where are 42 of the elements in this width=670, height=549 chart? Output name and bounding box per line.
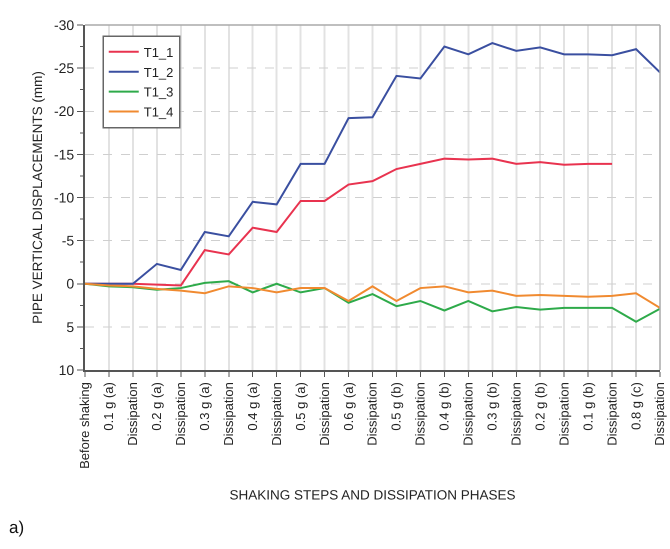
x-tick-label: Dissipation	[412, 382, 428, 446]
x-tick-label: 0.8 g (c)	[628, 382, 644, 430]
x-tick-label: 0.5 g (b)	[388, 382, 404, 431]
x-tick-label: Before shaking	[77, 382, 92, 469]
x-tick-label: Dissipation	[220, 382, 236, 446]
legend-label: T1_1	[144, 44, 174, 60]
x-tick-label: 0.3 g (b)	[484, 382, 500, 431]
legend-label: T1_3	[144, 84, 174, 100]
x-tick-label: Dissipation	[268, 382, 284, 446]
x-tick-label: Dissipation	[125, 382, 140, 446]
y-tick-label: 0	[66, 276, 74, 292]
x-tick-label: 0.1 g (b)	[580, 382, 596, 431]
x-tick-label: Dissipation	[556, 382, 572, 446]
text: a)	[9, 518, 24, 537]
y-tick-label: 10	[58, 362, 74, 378]
x-tick-label: 0.4 g (b)	[436, 382, 452, 431]
y-tick-label: -10	[54, 189, 74, 206]
x-tick-label: 0.6 g (a)	[340, 382, 356, 431]
x-tick-label: Dissipation	[652, 382, 668, 446]
x-tick-label: 0.4 g (a)	[244, 382, 260, 431]
x-tick-label: Dissipation	[460, 382, 476, 446]
x-tick-label: 0.3 g (a)	[197, 382, 212, 431]
x-axis-title: SHAKING STEPS AND DISSIPATION PHASES	[229, 487, 516, 502]
y-tick-label: 5	[66, 318, 74, 335]
x-tick-label: Dissipation	[604, 382, 620, 446]
x-tick-label: 0.2 g (a)	[149, 382, 164, 431]
y-tick-label: -15	[54, 146, 74, 162]
y-tick-label: -20	[54, 103, 74, 120]
x-tick-label: Dissipation	[316, 382, 332, 446]
legend-label: T1_4	[144, 104, 174, 120]
legend-label: T1_2	[144, 64, 174, 80]
x-tick-label: 0.1 g (a)	[101, 382, 116, 431]
y-tick-label: -25	[54, 60, 74, 76]
x-tick-label: Dissipation	[364, 382, 380, 446]
y-axis-title: PIPE VERTICAL DISPLACEMENTS (mm)	[30, 71, 46, 324]
y-tick-label: -30	[54, 16, 74, 33]
x-tick-label: Dissipation	[508, 382, 524, 446]
x-tick-label: 0.5 g (a)	[292, 382, 308, 431]
y-tick-label: -5	[62, 232, 74, 249]
line-series	[85, 282, 660, 309]
x-tick-label: 0.2 g (b)	[532, 382, 548, 431]
x-tick-label: Dissipation	[173, 382, 188, 446]
